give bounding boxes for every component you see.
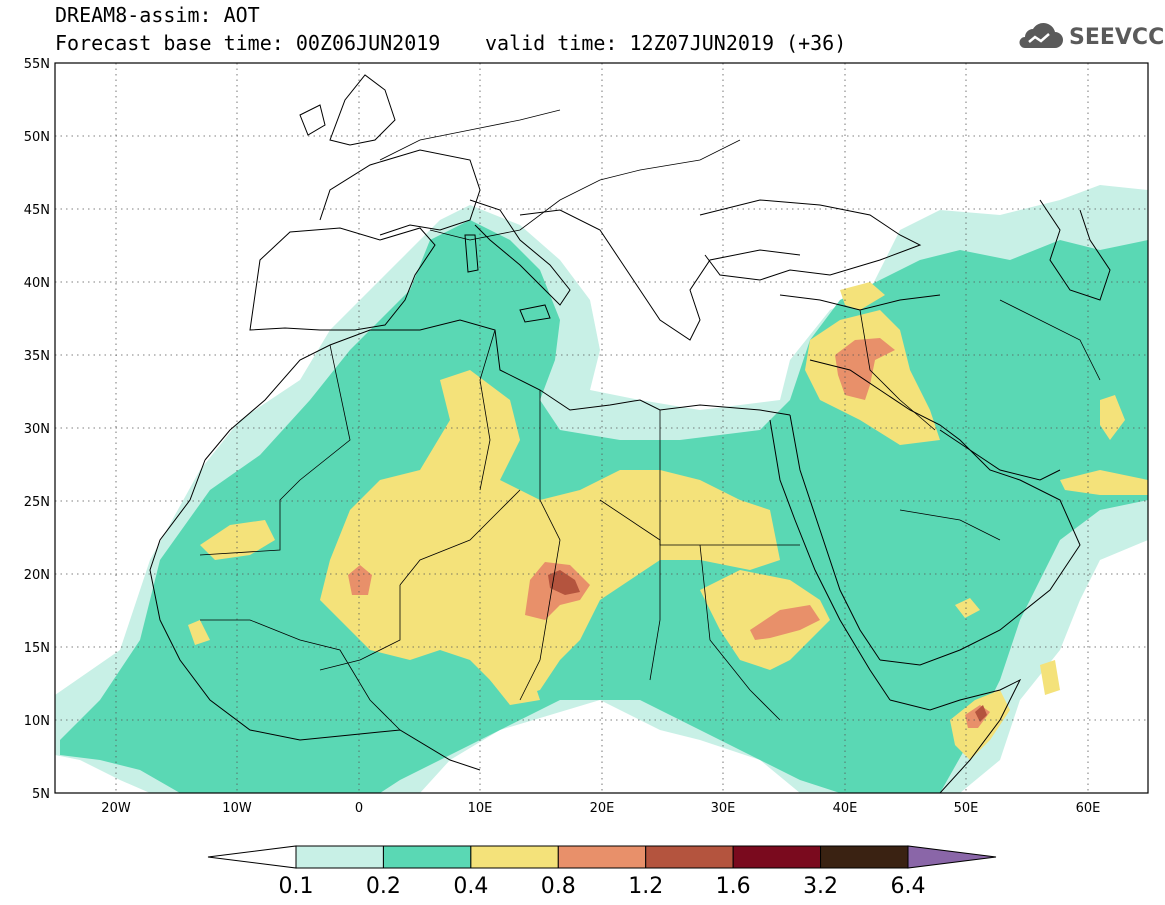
lat-label: 45N (24, 203, 50, 218)
aot-region-1.2-chad (548, 570, 580, 595)
lat-label: 35N (24, 349, 50, 364)
lon-label: 20E (590, 801, 615, 816)
aot-region-1.2-somalia (975, 705, 987, 722)
lat-label: 40N (24, 276, 50, 291)
aot-region-0.4-guinea (188, 620, 210, 645)
lon-label: 10E (468, 801, 493, 816)
map-frame (54, 62, 1149, 794)
lon-label: 50E (954, 801, 979, 816)
aot-region-0.8-sudan (750, 605, 820, 640)
aot-region-0.4-sahara (320, 370, 780, 700)
lat-label: 25N (24, 495, 50, 510)
lon-label: 20W (101, 801, 131, 816)
lat-label: 20N (24, 568, 50, 583)
longitude-labels: 20W 10W 0 10E 20E 30E 40E 50E 60E (101, 801, 1100, 816)
logo-text: SEEVCCC (1069, 24, 1165, 50)
aot-region-0.4-iraq (805, 310, 940, 445)
latitude-labels: 55N 50N 45N 40N 35N 30N 25N 20N 15N 10N … (24, 57, 50, 802)
lon-label: 40E (833, 801, 858, 816)
lon-label: 60E (1076, 801, 1101, 816)
coastlines (149, 74, 1111, 793)
map-title: DREAM8-assim: AOT (55, 3, 260, 27)
lat-label: 15N (24, 641, 50, 656)
aot-region-0.4-iran (1100, 395, 1125, 440)
lon-label: 10W (222, 801, 252, 816)
seevccc-logo: SEEVCCC (1015, 22, 1165, 52)
aot-region-0.8-iraq (835, 338, 895, 400)
aot-region-0.4-oman (1040, 660, 1060, 695)
aot-region-0.8-mali (348, 565, 372, 595)
aot-region-0.4-mauritania (200, 520, 275, 560)
lat-label: 50N (24, 130, 50, 145)
country-borders (199, 109, 1101, 731)
lat-label: 30N (24, 422, 50, 437)
lat-label: 5N (32, 787, 50, 802)
lat-label: 10N (24, 714, 50, 729)
valid-time: valid time: 12Z07JUN2019 (+36) (485, 31, 847, 55)
aot-region-0.4-gulf (1060, 470, 1148, 495)
aot-region-0.4-yemen (955, 598, 980, 618)
lon-label: 30E (711, 801, 736, 816)
forecast-base-time: Forecast base time: 00Z06JUN2019 (55, 31, 441, 55)
lat-label: 55N (24, 57, 50, 72)
aot-contours (55, 185, 1148, 793)
aot-region-0.4-syria (840, 282, 885, 310)
aot-region-0.4-niger-south (490, 670, 540, 705)
cloud-icon (1019, 23, 1063, 48)
lon-label: 0 (355, 801, 363, 816)
